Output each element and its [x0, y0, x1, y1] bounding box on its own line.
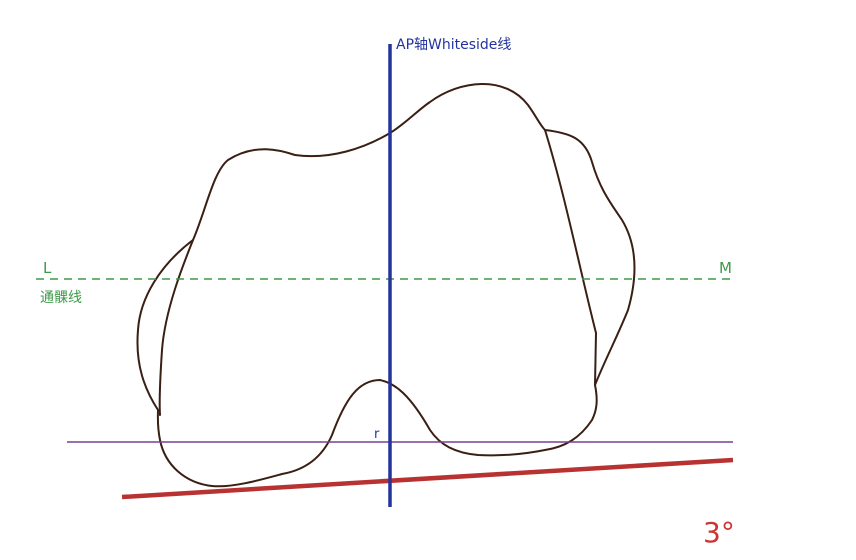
medial-label: M [719, 259, 732, 277]
lateral-inner-contour [158, 239, 194, 416]
lateral-label: L [43, 259, 52, 277]
medial-inner-contour [544, 129, 597, 386]
rotation-reference-line [121, 457, 734, 500]
ap-axis-label: AP轴Whiteside线 [396, 37, 511, 53]
posterior-point-label: r [374, 427, 380, 442]
angle-label: 3° [703, 516, 735, 549]
femur-outer-contour [136, 83, 636, 488]
transepicondylar-label: 通髁线 [40, 290, 82, 306]
femur-outline [136, 83, 636, 488]
